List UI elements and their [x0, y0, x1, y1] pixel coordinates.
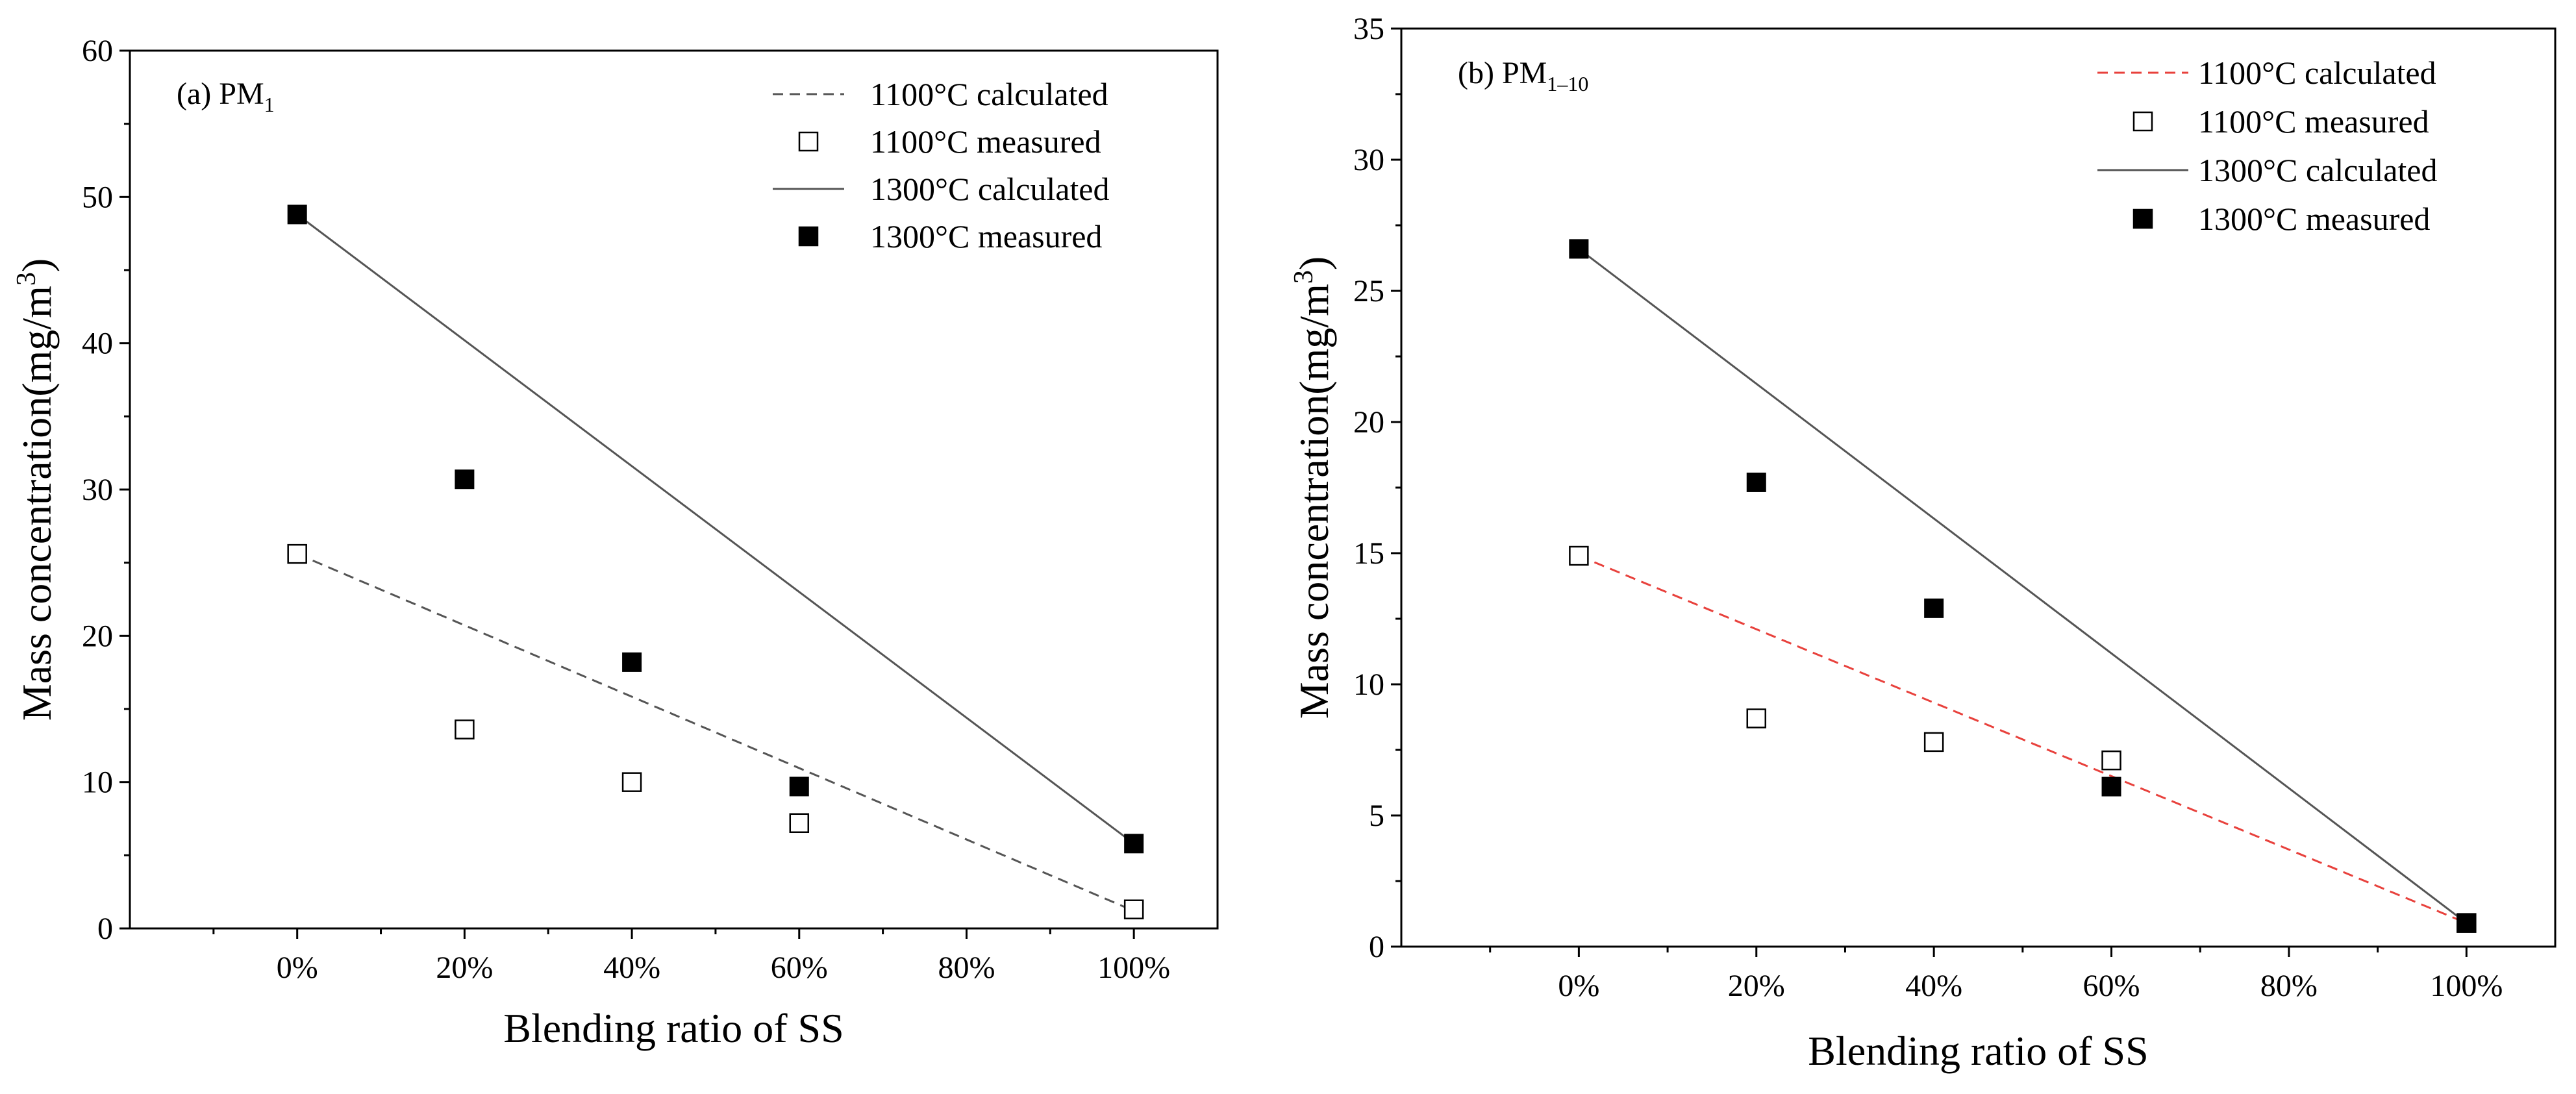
y-tick-label: 15 [1353, 536, 1384, 571]
panel-label: (a) PM1 [177, 77, 275, 116]
y-tick-label: 40 [82, 327, 113, 361]
legend-marker [798, 131, 819, 152]
y-axis-title: Mass concentration(mg/m3) [1289, 256, 1337, 719]
x-tick-label: 100% [2430, 969, 2503, 1003]
y-tick-label: 30 [82, 473, 113, 507]
data-point [2101, 777, 2121, 797]
data-point [622, 652, 642, 672]
data-point [287, 205, 307, 225]
y-tick-label: 60 [82, 34, 113, 68]
series-line [1578, 554, 2467, 925]
legend-label: 1100°C calculated [870, 76, 1108, 112]
series-line [1578, 248, 2468, 924]
legend-label: 1100°C measured [2198, 103, 2429, 140]
chart-panel-b: 0 5 10 15 20 25 30 35 0% 20% 40% 60% 80% 100% Blending… [1289, 12, 2557, 1074]
data-point [1923, 732, 1944, 752]
x-tick-label: 100% [1097, 951, 1170, 985]
y-tick-label: 10 [1353, 667, 1384, 702]
y-tick-label: 35 [1353, 12, 1384, 46]
y-tick-label: 0 [97, 912, 113, 946]
data-point [1124, 834, 1144, 854]
y-tick-label: 50 [82, 180, 113, 214]
legend-marker [2132, 208, 2153, 229]
x-tick-label: 60% [2083, 969, 2140, 1003]
x-axis-title: Blending ratio of SS [503, 1005, 844, 1051]
y-tick-label: 25 [1353, 274, 1384, 308]
legend-label: 1300°C measured [2198, 201, 2430, 237]
data-point [287, 543, 307, 564]
data-point [2457, 913, 2477, 933]
data-point [2101, 750, 2121, 771]
x-tick-label: 80% [2260, 969, 2318, 1003]
legend-label: 1100°C measured [870, 123, 1101, 160]
data-point [1569, 239, 1589, 259]
y-tick-label: 20 [1353, 405, 1384, 440]
y-tick-label: 10 [82, 765, 113, 800]
y-tick-label: 0 [1369, 930, 1384, 964]
data-point [1569, 545, 1589, 566]
data-point [1924, 598, 1944, 618]
x-tick-label: 0% [277, 951, 318, 985]
x-tick-label: 0% [1558, 969, 1599, 1003]
x-tick-label: 40% [1905, 969, 1962, 1003]
x-tick-label: 20% [436, 951, 493, 985]
legend-label: 1100°C calculated [2198, 55, 2436, 91]
legend-label: 1300°C measured [870, 218, 1102, 255]
y-tick-label: 30 [1353, 143, 1384, 177]
y-tick-label: 5 [1369, 799, 1384, 833]
series-line [296, 214, 1135, 845]
x-tick-label: 20% [1728, 969, 1785, 1003]
x-axis-title: Blending ratio of SS [1808, 1028, 2148, 1074]
series-line [297, 553, 1134, 912]
y-tick-label: 20 [82, 619, 113, 653]
data-point [789, 777, 809, 797]
legend-marker [2132, 111, 2153, 132]
y-axis-title: Mass concentration(mg/m3) [12, 258, 60, 721]
legend-label: 1300°C calculated [870, 171, 1109, 207]
chart-panel-a: 0 10 20 30 40 50 60 0% 20% 40% 60% 80% 100% Blending … [12, 34, 1219, 1051]
data-point [1123, 899, 1144, 919]
x-tick-label: 80% [938, 951, 995, 985]
legend-marker [798, 226, 819, 247]
x-tick-label: 40% [603, 951, 660, 985]
data-point [1746, 472, 1766, 492]
data-point [455, 719, 475, 740]
data-point [789, 813, 810, 834]
panel-label: (b) PM1–10 [1458, 56, 1588, 95]
data-point [1746, 708, 1767, 728]
data-point [455, 469, 475, 490]
x-tick-label: 60% [771, 951, 828, 985]
legend-label: 1300°C calculated [2198, 152, 2437, 188]
data-point [621, 772, 642, 792]
